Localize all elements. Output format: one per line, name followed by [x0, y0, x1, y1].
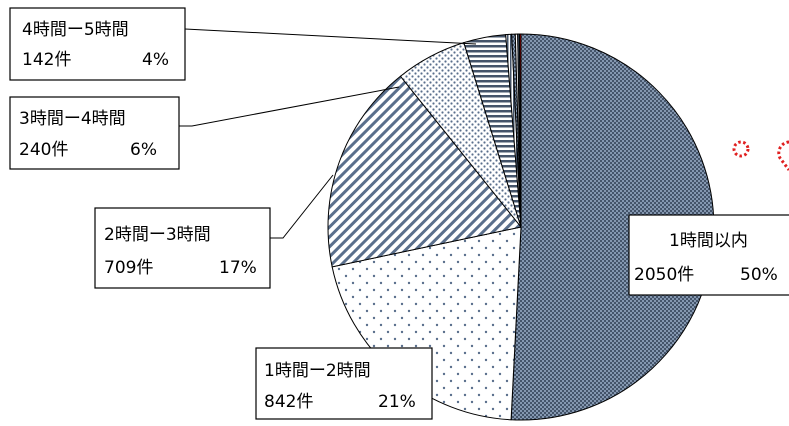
count-text: 142件: [22, 50, 71, 70]
data-label-1-2h: 1時間ー2時間 842件 21%: [255, 347, 433, 420]
leader-line-3-4h: [179, 86, 400, 127]
percent-text: 17%: [219, 258, 257, 278]
label-text: 4時間ー5時間: [22, 20, 129, 40]
count-text: 709件: [104, 258, 153, 278]
data-label-within-1h: 1時間以内 2050件 50%: [628, 214, 789, 296]
percent-text: 6%: [130, 140, 157, 160]
pie-slice-9: [518, 33, 522, 228]
count-text: 2050件: [634, 265, 694, 285]
red-dashed-circle: [732, 140, 750, 158]
percent-text: 21%: [378, 392, 416, 412]
label-text: 3時間ー4時間: [19, 109, 126, 129]
leader-line-4-5h: [184, 28, 477, 45]
label-text: 2時間ー3時間: [104, 225, 211, 245]
leader-line-2-3h: [270, 174, 334, 239]
label-text: 1時間ー2時間: [264, 361, 371, 381]
data-label-2-3h: 2時間ー3時間 709件 17%: [94, 207, 271, 289]
red-dashed-arc: [777, 140, 789, 171]
data-label-3-4h: 3時間ー4時間 240件 6%: [9, 96, 180, 170]
pie-slices: [327, 33, 715, 421]
percent-text: 4%: [142, 50, 169, 70]
data-label-4-5h: 4時間ー5時間 142件 4%: [9, 7, 186, 81]
label-text: 1時間以内: [669, 231, 748, 251]
count-text: 842件: [264, 392, 313, 412]
count-text: 240件: [19, 140, 68, 160]
red-dashed-marks: [732, 140, 789, 171]
percent-text: 50%: [740, 265, 778, 285]
